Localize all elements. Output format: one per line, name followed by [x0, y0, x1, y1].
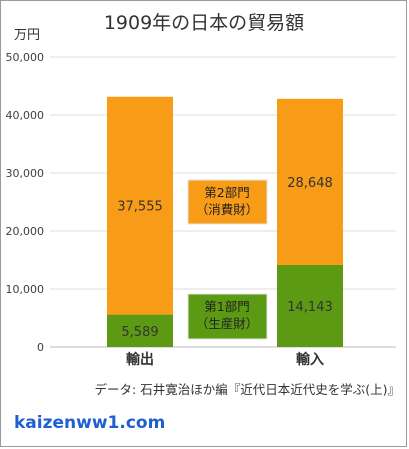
legend-label: 第2部門: [204, 185, 249, 200]
data-label: 28,648: [287, 176, 333, 191]
bar-segment: [277, 264, 343, 347]
legend-box: [187, 293, 268, 340]
x-tick-label: 輸出: [126, 351, 154, 368]
legend-label: （消費財）: [196, 202, 259, 217]
data-label: 14,143: [287, 300, 333, 315]
legend-box: [187, 179, 268, 225]
bar-segment: [107, 314, 173, 347]
y-tick-label: 40,000: [6, 109, 45, 122]
legend-label: 第1部門: [204, 299, 249, 314]
x-tick-label: 輸入: [296, 351, 324, 368]
site-url: kaizenww1.com: [14, 413, 166, 433]
data-label: 37,555: [117, 200, 163, 215]
y-tick-label: 10,000: [6, 283, 45, 296]
y-tick-label: 20,000: [6, 225, 45, 238]
bar-segment: [277, 98, 343, 265]
source-note: データ: 石井寛治ほか編『近代日本近代史を学ぶ(上)』: [95, 382, 400, 397]
chart-title: 1909年の日本の貿易額: [104, 12, 304, 34]
y-axis-label: 万円: [14, 28, 40, 43]
legend-label: （生産財）: [196, 316, 259, 331]
data-label: 5,589: [121, 325, 158, 340]
y-tick-label: 0: [37, 341, 44, 354]
bar-segment: [107, 96, 173, 315]
y-tick-label: 30,000: [6, 167, 45, 180]
y-tick-label: 50,000: [6, 51, 45, 64]
